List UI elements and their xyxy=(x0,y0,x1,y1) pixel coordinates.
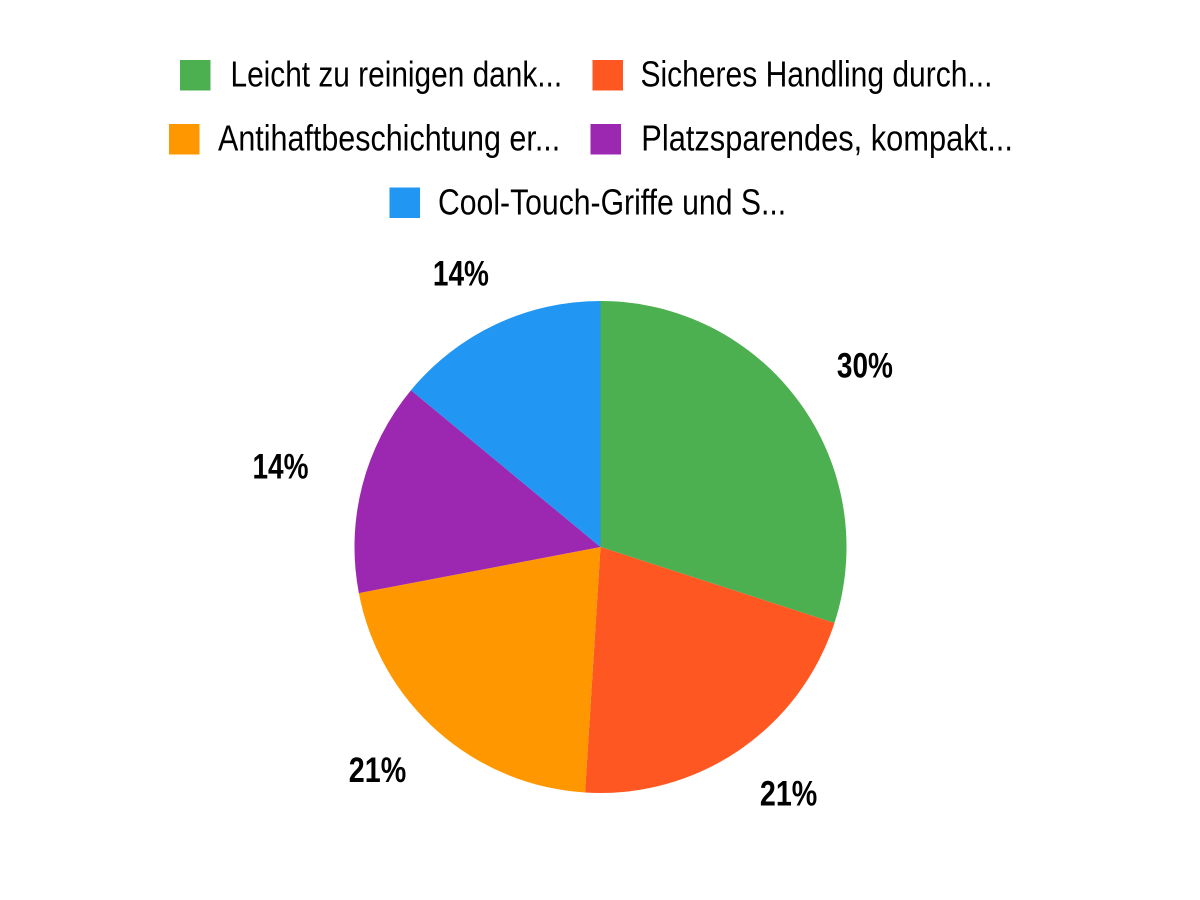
svg-text:21%: 21% xyxy=(349,750,406,789)
svg-text:14%: 14% xyxy=(433,253,489,293)
svg-text:21%: 21% xyxy=(760,774,817,813)
svg-text:Leicht zu reinigen dank...: Leicht zu reinigen dank... xyxy=(231,55,563,95)
svg-text:Platzsparendes, kompakt...: Platzsparendes, kompakt... xyxy=(641,119,1013,159)
svg-text:14%: 14% xyxy=(252,446,308,486)
svg-text:Sicheres Handling durch...: Sicheres Handling durch... xyxy=(641,55,993,95)
svg-text:Cool-Touch-Griffe und S...: Cool-Touch-Griffe und S... xyxy=(438,183,786,223)
svg-text:Antihaftbeschichtung er...: Antihaftbeschichtung er... xyxy=(218,119,560,159)
svg-text:30%: 30% xyxy=(837,345,893,385)
